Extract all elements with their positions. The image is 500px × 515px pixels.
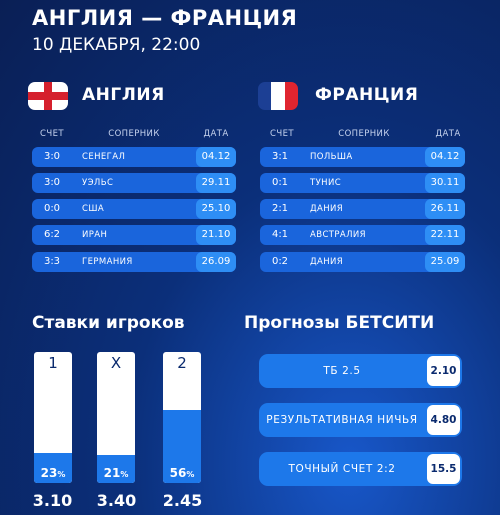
match-score: 3:0 — [43, 177, 61, 188]
match-date: 21.10 — [196, 225, 236, 245]
match-row: 3:0 СЕНЕГАЛ 04.12 — [32, 147, 236, 167]
prediction-odds[interactable]: 2.10 — [427, 356, 460, 386]
predictions-title: Прогнозы БЕТСИТИ — [244, 313, 435, 333]
bet-outcome-label: 2 — [177, 354, 187, 372]
match-date: 04.12 — [425, 147, 465, 167]
match-opponent: ДАНИЯ — [310, 204, 344, 214]
france-flag-icon — [258, 82, 298, 110]
england-flag-icon — [28, 82, 68, 110]
match-date: 25.09 — [425, 252, 465, 272]
bet-bar-away: 2 56% — [163, 352, 201, 483]
bet-odds-draw: 3.40 — [96, 491, 137, 510]
match-date: 04.12 — [196, 147, 236, 167]
col-head-opponent: СОПЕРНИК — [108, 129, 160, 139]
prediction-item[interactable]: ТОЧНЫЙ СЧЕТ 2:2 15.5 — [259, 452, 462, 486]
match-opponent: СЕНЕГАЛ — [82, 152, 126, 162]
bet-bar-draw: X 21% — [97, 352, 135, 483]
bet-percent: 21% — [103, 466, 129, 480]
match-row: 3:0 УЭЛЬС 29.11 — [32, 173, 236, 193]
bet-percent: 23% — [40, 466, 66, 480]
match-row: 4:1 АВСТРАЛИЯ 22.11 — [260, 225, 465, 245]
match-opponent: ПОЛЬША — [310, 152, 353, 162]
match-score: 0:0 — [43, 203, 61, 214]
match-opponent: ИРАН — [82, 230, 108, 240]
player-bets-title: Ставки игроков — [32, 313, 185, 333]
match-opponent: УЭЛЬС — [82, 178, 114, 188]
bet-outcome-label: X — [110, 354, 122, 372]
match-score: 0:2 — [271, 256, 289, 267]
col-head-date: ДАТА — [435, 129, 461, 139]
match-date: 26.09 — [196, 252, 236, 272]
match-date: 30.11 — [425, 173, 465, 193]
bet-bar-fill — [34, 453, 72, 483]
match-title: АНГЛИЯ — ФРАНЦИЯ — [32, 6, 298, 30]
match-score: 3:0 — [43, 151, 61, 162]
match-row: 2:1 ДАНИЯ 26.11 — [260, 199, 465, 219]
match-date: 29.11 — [196, 173, 236, 193]
match-opponent: США — [82, 204, 105, 214]
match-row: 6:2 ИРАН 21.10 — [32, 225, 236, 245]
bet-bar-fill — [163, 410, 201, 483]
match-score: 3:1 — [271, 151, 289, 162]
bet-odds-away: 2.45 — [162, 491, 203, 510]
prediction-label: ТБ 2.5 — [323, 365, 361, 377]
col-head-score: СЧЕТ — [270, 129, 294, 139]
match-score: 2:1 — [271, 203, 289, 214]
col-head-score: СЧЕТ — [40, 129, 64, 139]
bet-bar-fill — [97, 455, 135, 483]
match-score: 6:2 — [43, 229, 61, 240]
match-row: 3:1 ПОЛЬША 04.12 — [260, 147, 465, 167]
match-opponent: ТУНИС — [310, 178, 342, 188]
match-datetime: 10 ДЕКАБРЯ, 22:00 — [32, 35, 201, 55]
match-opponent: АВСТРАЛИЯ — [310, 230, 366, 240]
bet-bar-home: 1 23% — [34, 352, 72, 483]
match-row: 0:0 США 25.10 — [32, 199, 236, 219]
team-name-england: АНГЛИЯ — [82, 85, 165, 105]
bet-outcome-label: 1 — [48, 354, 58, 372]
bet-percent: 56% — [169, 466, 195, 480]
prediction-item[interactable]: РЕЗУЛЬТАТИВНАЯ НИЧЬЯ 4.80 — [259, 403, 462, 437]
match-row: 0:1 ТУНИС 30.11 — [260, 173, 465, 193]
prediction-odds[interactable]: 4.80 — [427, 405, 460, 435]
prediction-label: ТОЧНЫЙ СЧЕТ 2:2 — [288, 463, 396, 475]
match-score: 0:1 — [271, 177, 289, 188]
prediction-label: РЕЗУЛЬТАТИВНАЯ НИЧЬЯ — [266, 414, 418, 426]
prediction-odds[interactable]: 15.5 — [427, 454, 460, 484]
bet-odds-home: 3.10 — [32, 491, 73, 510]
match-opponent: ГЕРМАНИЯ — [82, 257, 133, 267]
match-score: 3:3 — [43, 256, 61, 267]
col-head-opponent: СОПЕРНИК — [338, 129, 390, 139]
team-name-france: ФРАНЦИЯ — [315, 85, 419, 105]
match-row: 3:3 ГЕРМАНИЯ 26.09 — [32, 252, 236, 272]
match-opponent: ДАНИЯ — [310, 257, 344, 267]
prediction-item[interactable]: ТБ 2.5 2.10 — [259, 354, 462, 388]
match-row: 0:2 ДАНИЯ 25.09 — [260, 252, 465, 272]
match-date: 22.11 — [425, 225, 465, 245]
match-date: 25.10 — [196, 199, 236, 219]
match-score: 4:1 — [271, 229, 289, 240]
match-date: 26.11 — [425, 199, 465, 219]
col-head-date: ДАТА — [203, 129, 229, 139]
